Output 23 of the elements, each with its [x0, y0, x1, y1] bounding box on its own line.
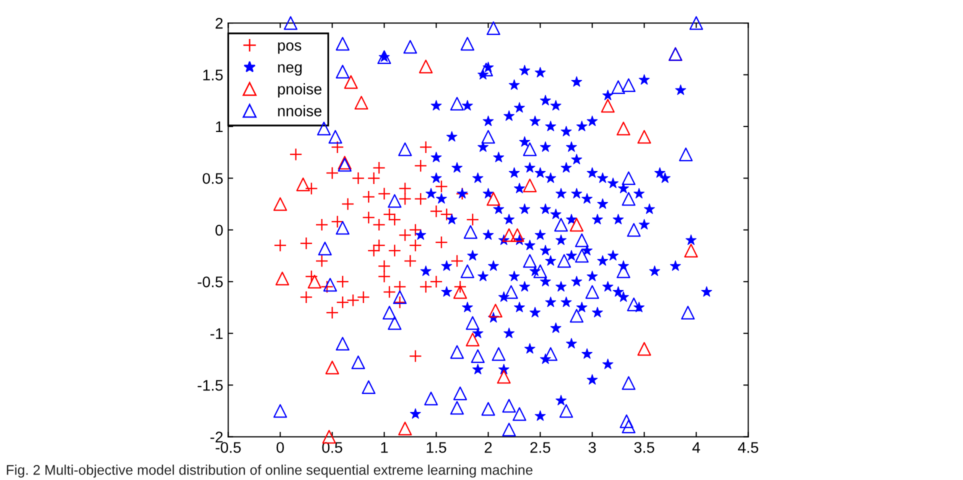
legend-label: neg — [278, 64, 302, 76]
x-tick-label: 4.5 — [738, 442, 758, 453]
x-tick-label: 0 — [276, 442, 284, 453]
x-tick-label: 4 — [692, 442, 700, 453]
y-tick-label: -0.5 — [198, 276, 223, 288]
x-tick-label: 2.5 — [530, 442, 550, 453]
y-tick-label: -2 — [210, 432, 223, 442]
y-tick-label: 1 — [216, 122, 223, 132]
legend-label: pos — [278, 42, 302, 54]
y-tick-label: 2 — [216, 18, 223, 29]
x-tick-label: 3.5 — [634, 442, 654, 453]
x-tick-label: 2 — [484, 442, 492, 453]
legend-label: pnoise — [278, 83, 322, 98]
y-tick-label: 1.5 — [203, 70, 223, 80]
x-tick-label: 1 — [381, 442, 388, 453]
y-tick-label: -1.5 — [198, 380, 223, 391]
legend-label: nnoise — [278, 105, 322, 116]
caption: Fig. 2 Multi-objective model distribution of online sequential extreme learning machine — [6, 464, 532, 478]
y-tick-label: -1 — [210, 328, 223, 339]
x-tick-label: 1.5 — [426, 442, 446, 453]
x-tick-label: 3 — [588, 442, 596, 453]
y-tick-label: 0.5 — [202, 173, 223, 184]
y-tick-label: 0 — [215, 224, 223, 236]
